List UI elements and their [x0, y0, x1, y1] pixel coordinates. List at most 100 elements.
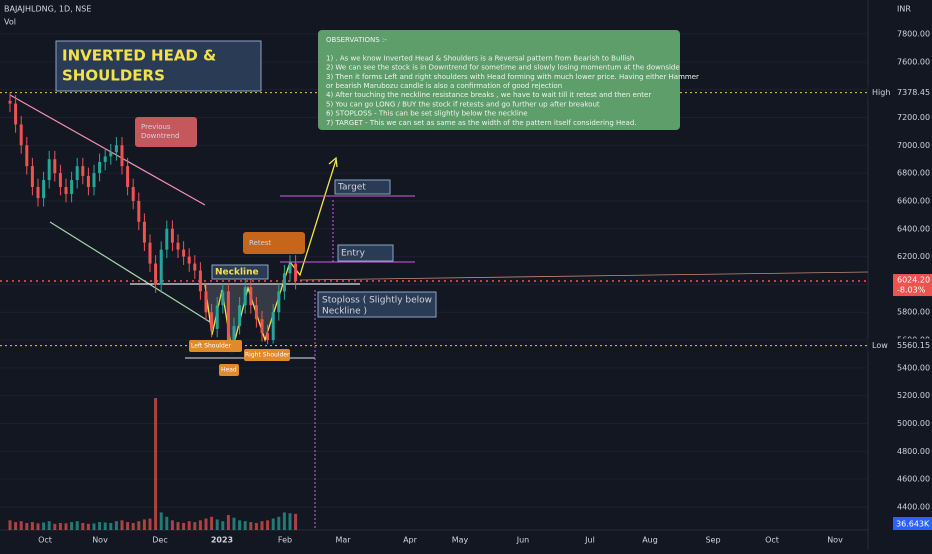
candle-body — [176, 242, 180, 250]
candle-body — [204, 291, 208, 313]
observation-line: OBSERVATIONS :- — [326, 36, 387, 44]
observation-line: 7) TARGET - This we can set as same as t… — [326, 119, 637, 127]
volume-bar — [154, 398, 158, 530]
volume-bar — [64, 523, 68, 530]
candle-body — [109, 152, 113, 157]
observation-line: 1) . As we know Inverted Head & Shoulder… — [326, 54, 634, 62]
volume-bar — [204, 518, 208, 530]
last-price-label: 6024.20 — [897, 276, 930, 285]
high-marker-label: High — [872, 88, 890, 97]
candle-body — [53, 159, 57, 174]
x-tick-label: Dec — [152, 536, 167, 545]
downtrend-label: Downtrend — [141, 132, 180, 140]
axes: 4400.00 4600.00 4800.00 5000.00 5200.00 5400.… — [38, 30, 932, 545]
candle-body — [120, 145, 124, 167]
volume-bar — [232, 517, 236, 530]
volume-bar — [53, 523, 57, 530]
volume-bar — [277, 516, 281, 530]
x-tick-label: May — [452, 536, 469, 545]
volume-bar — [176, 522, 180, 530]
low-marker-box — [868, 338, 932, 353]
y-tick-label: 5800.00 — [897, 308, 930, 317]
candle-body — [266, 333, 270, 341]
left-shoulder-label: Left Shoulder — [191, 343, 231, 350]
candle-body — [126, 166, 130, 188]
volume-bar — [215, 519, 219, 530]
volume-bar — [75, 521, 79, 530]
observations: OBSERVATIONS :- 1) . As we know Inverted … — [326, 36, 699, 127]
volume-bar — [126, 522, 130, 530]
x-tick-label: Oct — [38, 536, 52, 545]
candle-body — [198, 270, 202, 292]
volume-bar — [182, 522, 186, 530]
candle-body — [25, 145, 29, 167]
candle-body — [226, 291, 230, 341]
y-tick-label: 5000.00 — [897, 419, 930, 428]
x-tick-label: Oct — [765, 536, 779, 545]
y-tick-label: 7200.00 — [897, 113, 930, 122]
candle-body — [215, 305, 219, 329]
y-tick-label: 5400.00 — [897, 363, 930, 372]
volume-bar — [86, 523, 90, 530]
last-price-box — [893, 274, 932, 297]
volume-label: Vol — [4, 18, 16, 27]
title-line: INVERTED HEAD & — [62, 47, 216, 65]
stoploss-box — [317, 291, 437, 318]
right-shoulder-box — [244, 349, 290, 361]
candle-body — [277, 291, 281, 313]
candle-body — [81, 166, 85, 176]
candle-body — [294, 263, 298, 282]
candle-body — [232, 326, 236, 341]
candle-body — [170, 228, 174, 243]
downtrend-line — [9, 94, 206, 206]
candle-body — [131, 187, 135, 201]
volume-bar — [109, 522, 113, 530]
candle-body — [64, 187, 68, 194]
candle-body — [8, 100, 12, 104]
y-tick-label: 4600.00 — [897, 475, 930, 484]
candle-body — [193, 263, 197, 271]
last-price-change: -8.03% — [897, 286, 926, 295]
candle-body — [42, 180, 46, 199]
candle-body — [254, 305, 258, 320]
candle-body — [165, 228, 169, 250]
volume-bar — [282, 512, 286, 530]
volume-bar — [92, 523, 96, 530]
observation-line: 2) We can see the stock is in Downtrend … — [326, 64, 680, 72]
volume-bar — [243, 521, 247, 530]
volume-bar — [249, 522, 253, 530]
candle-body — [238, 305, 242, 327]
candle-body — [154, 263, 158, 285]
x-tick-label: 2023 — [211, 536, 233, 545]
volume-bar — [98, 522, 102, 530]
observation-line: 3) Then it forms Left and right shoulder… — [326, 73, 699, 81]
last-volume-label: 36.643K — [896, 520, 930, 529]
candle-body — [98, 161, 102, 174]
observation-line: 6) STOPLOSS - This can be set slightly b… — [326, 110, 528, 118]
observation-line: 5) You can go LONG / BUY the stock if re… — [326, 100, 600, 108]
candle-body — [249, 287, 253, 306]
candle-body — [47, 159, 51, 181]
x-tick-label: Sep — [705, 536, 720, 545]
candle-body — [19, 124, 23, 146]
y-tick-label: 7600.00 — [897, 57, 930, 66]
retest-label: Retest — [249, 239, 272, 247]
neckline-label: Neckline — [215, 268, 259, 278]
y-tick-label: 6600.00 — [897, 196, 930, 205]
head-label: Head — [221, 367, 237, 374]
y-tick-label: 6200.00 — [897, 252, 930, 261]
candle-body — [103, 156, 107, 162]
volume-bar — [70, 522, 74, 530]
volume-bar — [114, 521, 118, 530]
low-marker-value: 5560.15 — [897, 341, 930, 350]
volume-bar — [81, 522, 85, 530]
last-volume-box — [893, 517, 932, 530]
candle-body — [75, 166, 79, 181]
y-tick-label: 6400.00 — [897, 224, 930, 233]
candle-body — [260, 319, 264, 334]
volume-bar — [14, 522, 18, 530]
stoploss-label: Neckline ) — [322, 307, 367, 317]
observations-box — [318, 30, 680, 130]
high-marker-box — [868, 85, 932, 100]
